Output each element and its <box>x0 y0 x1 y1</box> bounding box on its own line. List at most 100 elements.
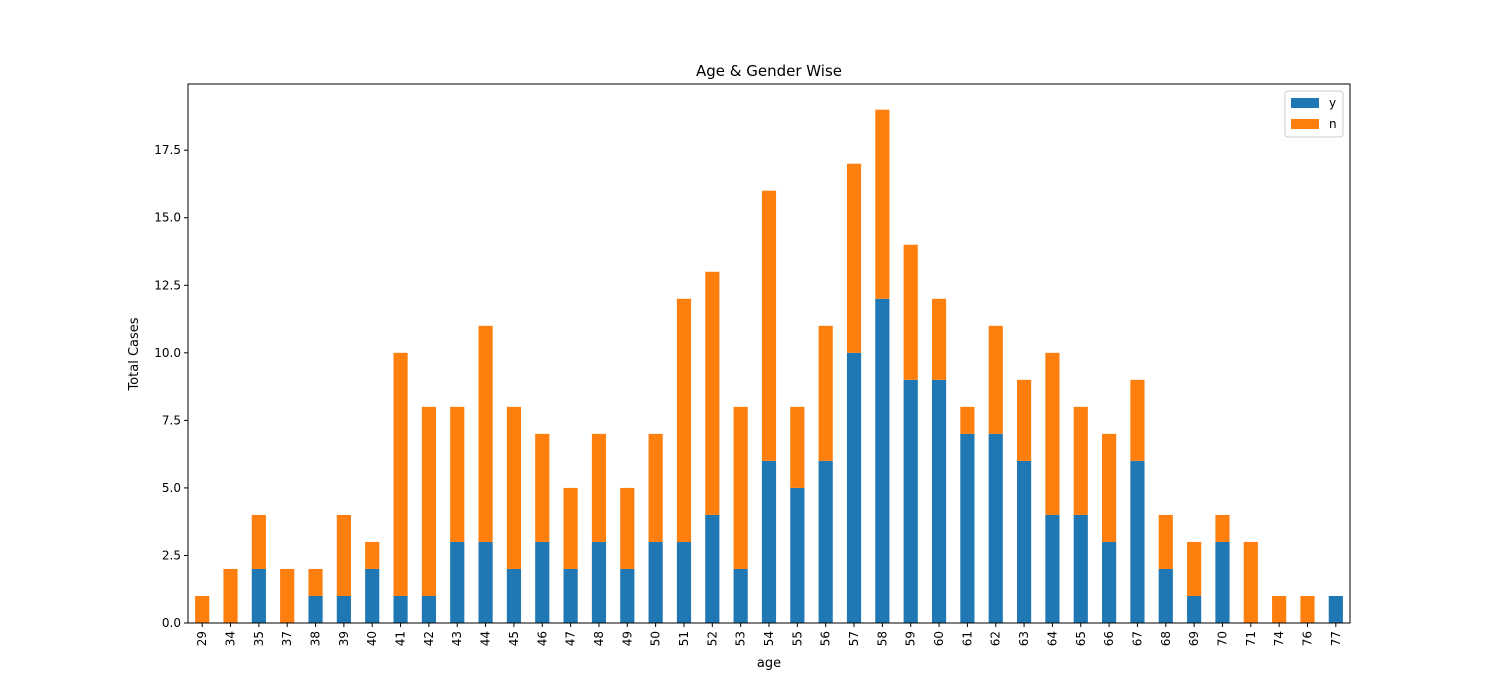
bar-n-41 <box>393 352 408 596</box>
x-tick-label: 46 <box>535 631 549 646</box>
bar-y-38 <box>308 595 323 623</box>
x-tick-label: 65 <box>1074 631 1088 646</box>
bar-y-55 <box>790 487 805 623</box>
y-axis-label: Total Cases <box>127 317 142 391</box>
bar-y-45 <box>506 568 522 623</box>
x-tick-label: 35 <box>252 631 266 646</box>
bar-n-58 <box>875 109 890 299</box>
bar-n-46 <box>535 433 550 542</box>
legend-swatch-y <box>1291 98 1319 108</box>
bar-n-43 <box>450 406 465 542</box>
bar-y-48 <box>591 541 607 623</box>
y-tick-label: 0.0 <box>162 616 181 630</box>
bar-n-59 <box>903 244 918 380</box>
bar-n-61 <box>960 406 975 434</box>
bar-y-65 <box>1073 514 1088 623</box>
y-tick-label: 15.0 <box>154 211 181 225</box>
x-tick-label: 56 <box>819 631 833 646</box>
legend-label-n: n <box>1329 117 1337 131</box>
bar-y-35 <box>251 568 266 623</box>
x-tick-label: 38 <box>309 631 323 646</box>
plot-area: 29 34 35 37 38 39 40 41 42 43 44 45 46 47 48 49 50 51 52 53… <box>154 83 1351 646</box>
bar-n-51 <box>676 298 692 542</box>
x-tick-label: 74 <box>1272 631 1286 646</box>
bar-y-68 <box>1158 568 1173 623</box>
bar-y-60 <box>931 379 947 623</box>
x-tick-label: 44 <box>479 631 493 646</box>
bar-n-63 <box>1016 379 1032 461</box>
x-tick-label: 64 <box>1045 631 1059 646</box>
bar-n-42 <box>421 406 436 596</box>
bar-n-76 <box>1300 595 1315 623</box>
bar-n-67 <box>1130 379 1145 461</box>
bar-n-29 <box>195 595 210 623</box>
bar-y-47 <box>563 568 578 623</box>
x-tick-label: 41 <box>394 631 408 646</box>
bar-y-63 <box>1016 460 1032 623</box>
bar-n-68 <box>1158 514 1173 569</box>
x-tick-label: 53 <box>734 631 748 646</box>
bar-y-43 <box>450 541 465 623</box>
bar-y-62 <box>988 433 1003 623</box>
chart-title: Age & Gender Wise <box>696 62 842 80</box>
legend-swatch-n <box>1291 119 1319 129</box>
x-tick-label: 60 <box>932 631 946 646</box>
y-tick-label: 2.5 <box>162 548 181 562</box>
legend: yn <box>1284 90 1344 138</box>
bar-y-49 <box>620 568 635 623</box>
bar-n-71 <box>1243 541 1258 623</box>
x-tick-label: 55 <box>790 631 804 646</box>
x-tick-label: 70 <box>1215 631 1229 646</box>
x-tick-label: 69 <box>1187 631 1201 646</box>
bar-n-54 <box>761 190 777 461</box>
bar-y-40 <box>365 568 380 623</box>
bar-n-37 <box>280 568 295 623</box>
bar-n-39 <box>336 514 351 596</box>
y-tick-label: 10.0 <box>154 346 181 360</box>
bar-y-51 <box>676 541 692 623</box>
x-tick-label: 61 <box>960 631 974 646</box>
bar-y-54 <box>761 460 777 623</box>
x-tick-label: 68 <box>1159 631 1173 646</box>
bar-y-77 <box>1328 595 1343 623</box>
x-tick-label: 66 <box>1102 631 1116 646</box>
x-tick-label: 45 <box>507 631 521 646</box>
x-tick-label: 51 <box>677 631 691 646</box>
x-axis-label: age <box>757 656 781 671</box>
x-tick-label: 50 <box>649 631 663 646</box>
bar-n-34 <box>223 568 238 623</box>
bar-y-42 <box>421 595 436 623</box>
bar-n-50 <box>648 433 663 542</box>
bar-y-64 <box>1045 514 1060 623</box>
bar-n-44 <box>478 325 493 542</box>
x-tick-label: 34 <box>224 631 238 646</box>
bar-y-57 <box>846 352 862 623</box>
bar-n-65 <box>1073 406 1088 515</box>
x-tick-label: 52 <box>705 631 719 646</box>
x-tick-label: 54 <box>762 631 776 646</box>
bar-n-45 <box>506 406 522 569</box>
y-tick-label: 5.0 <box>162 481 181 495</box>
legend-label-y: y <box>1329 96 1336 110</box>
x-tick-label: 77 <box>1329 631 1343 646</box>
x-tick-label: 57 <box>847 631 861 646</box>
x-tick-label: 76 <box>1300 631 1314 646</box>
x-tick-label: 47 <box>564 631 578 646</box>
x-tick-label: 58 <box>875 631 889 646</box>
bar-n-52 <box>705 271 720 515</box>
bar-y-46 <box>535 541 550 623</box>
x-tick-label: 67 <box>1130 631 1144 646</box>
bar-n-62 <box>988 325 1003 434</box>
x-tick-label: 42 <box>422 631 436 646</box>
bar-y-52 <box>705 514 720 623</box>
bar-n-64 <box>1045 352 1060 515</box>
bar-y-67 <box>1130 460 1145 623</box>
bar-n-56 <box>818 325 833 461</box>
x-tick-label: 39 <box>337 631 351 646</box>
bar-n-60 <box>931 298 947 380</box>
bar-n-35 <box>251 514 266 569</box>
x-tick-label: 59 <box>904 631 918 646</box>
x-tick-label: 49 <box>620 631 634 646</box>
bar-n-49 <box>620 487 635 569</box>
